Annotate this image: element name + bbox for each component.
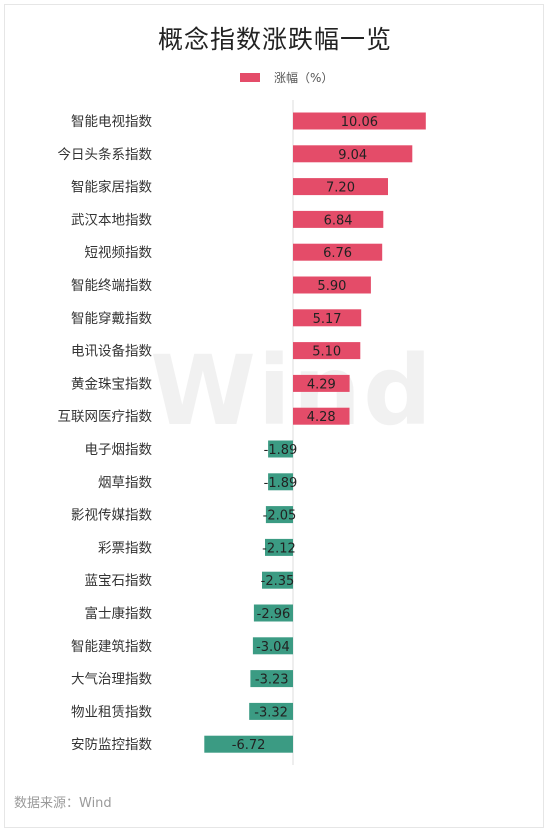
data-label: 10.06 xyxy=(341,115,378,130)
category-label: 富士康指数 xyxy=(85,605,153,622)
category-label: 烟草指数 xyxy=(98,475,152,491)
category-label: 互联网医疗指数 xyxy=(58,409,153,425)
data-label: 4.29 xyxy=(307,377,336,392)
bar xyxy=(265,538,293,556)
data-label: 5.10 xyxy=(312,345,341,360)
data-label: 4.28 xyxy=(307,410,336,425)
category-label: 电子烟指数 xyxy=(85,442,153,458)
data-label: -1.89 xyxy=(264,443,298,458)
bar xyxy=(293,276,371,294)
data-label: -3.04 xyxy=(256,640,290,655)
category-label: 黄金珠宝指数 xyxy=(71,376,152,392)
bar xyxy=(253,604,293,622)
bar xyxy=(265,506,293,524)
legend-swatch xyxy=(240,73,260,82)
category-label: 短视频指数 xyxy=(85,245,153,261)
bar xyxy=(293,309,362,327)
bar xyxy=(204,735,293,753)
category-label: 智能家居指数 xyxy=(71,179,152,196)
data-label: 5.17 xyxy=(313,312,342,327)
bar xyxy=(268,473,293,491)
source-note: 数据来源：Wind xyxy=(14,796,112,811)
bar xyxy=(262,571,293,589)
bar xyxy=(293,210,384,228)
bar xyxy=(293,374,350,392)
chart-frame xyxy=(4,4,544,828)
bar xyxy=(293,342,361,360)
data-label: -2.05 xyxy=(263,509,297,524)
legend-label: 涨幅（%） xyxy=(274,71,334,85)
category-label: 智能建筑指数 xyxy=(71,639,152,655)
data-label: 6.76 xyxy=(323,246,352,261)
data-label: 5.90 xyxy=(317,279,346,294)
data-label: -2.35 xyxy=(261,574,295,589)
category-label: 电讯设备指数 xyxy=(71,343,152,360)
data-label: 6.84 xyxy=(324,213,353,228)
category-label: 大气治理指数 xyxy=(71,672,152,688)
bar xyxy=(250,670,293,688)
bar xyxy=(252,637,293,655)
data-label: 9.04 xyxy=(338,148,367,163)
data-label: 7.20 xyxy=(326,181,355,196)
data-label: -3.23 xyxy=(255,673,289,688)
bar xyxy=(293,112,426,130)
category-label: 蓝宝石指数 xyxy=(85,573,153,589)
category-label: 智能终端指数 xyxy=(71,278,152,294)
data-label: -2.96 xyxy=(257,607,291,622)
category-label: 今日头条系指数 xyxy=(58,146,153,163)
data-label: -2.12 xyxy=(262,541,296,556)
category-label: 物业租赁指数 xyxy=(71,704,152,720)
bar xyxy=(293,178,388,196)
legend: 涨幅（%） xyxy=(240,69,333,86)
bar xyxy=(249,702,293,720)
bar xyxy=(293,407,350,425)
category-label: 智能电视指数 xyxy=(71,114,152,130)
category-label: 彩票指数 xyxy=(98,540,152,556)
category-label: 智能穿戴指数 xyxy=(71,311,152,327)
data-label: -1.89 xyxy=(264,476,298,491)
data-label: -3.32 xyxy=(254,705,288,720)
bar xyxy=(268,440,293,458)
category-label: 安防监控指数 xyxy=(71,737,152,753)
category-label: 武汉本地指数 xyxy=(71,212,152,228)
category-label: 影视传媒指数 xyxy=(71,508,152,524)
bar xyxy=(293,145,413,163)
bar xyxy=(293,243,383,261)
data-label: -6.72 xyxy=(232,738,266,753)
chart-title: 概念指数涨跌幅一览 xyxy=(157,25,392,54)
